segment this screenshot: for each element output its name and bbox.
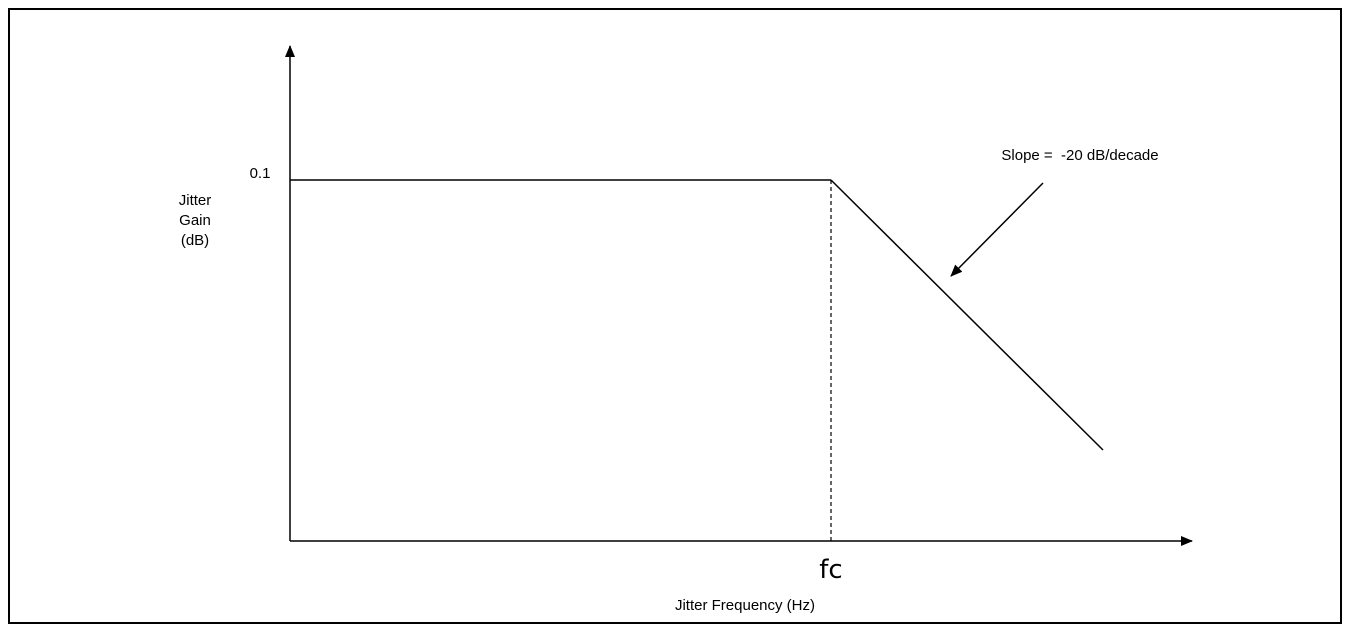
slope-annotation: Slope = -20 dB/decade — [1001, 147, 1158, 164]
rolloff-line — [830, 179, 1104, 451]
x-tick-label-fc: fc — [819, 555, 842, 585]
y-axis-label-line-2: Gain — [179, 212, 211, 229]
y-tick-label: 0.1 — [250, 165, 271, 182]
x-axis-label: Jitter Frequency (Hz) — [675, 597, 815, 614]
figure-frame — [8, 8, 1342, 624]
y-axis-label-line-1: Jitter — [179, 192, 212, 209]
y-axis-label-line-3: (dB) — [181, 232, 209, 249]
annotation-arrow — [950, 182, 1044, 277]
